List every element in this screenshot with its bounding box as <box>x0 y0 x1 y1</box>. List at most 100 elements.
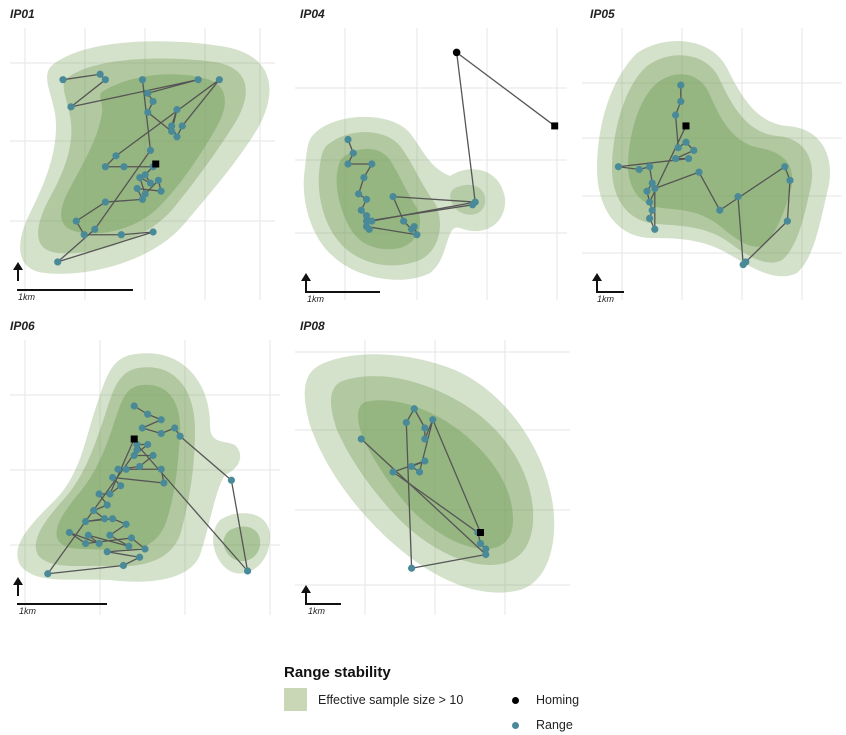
track-segment <box>698 171 721 211</box>
track-segment <box>105 198 143 203</box>
homing-point <box>130 435 138 443</box>
range-point <box>157 465 165 473</box>
range-point <box>54 258 62 266</box>
grid <box>582 28 842 300</box>
range-point <box>168 127 176 135</box>
range-point <box>173 133 181 141</box>
panel-ip04: IP04 1km <box>295 7 567 304</box>
track-segment <box>360 438 487 555</box>
range-point <box>677 97 685 106</box>
scale-label: 1km <box>307 294 325 304</box>
track-segment <box>392 471 479 534</box>
track-segment <box>109 438 135 495</box>
homing-points <box>452 48 559 130</box>
range-point <box>739 261 747 269</box>
panel-title: IP01 <box>10 7 35 21</box>
legend-area-label: Effective sample size > 10 <box>318 693 464 707</box>
track-segment <box>85 537 132 545</box>
panel-ip08: IP08 1km <box>295 319 570 616</box>
range-point <box>136 462 144 471</box>
range-point <box>141 171 149 179</box>
range-point <box>349 149 357 157</box>
track-segment <box>179 435 232 481</box>
track-segment <box>181 79 220 127</box>
track-segment <box>786 180 791 222</box>
range-point <box>133 440 141 449</box>
scale-label: 1km <box>18 292 36 302</box>
range-point <box>138 424 146 432</box>
range-point <box>144 89 152 97</box>
track-segment <box>70 79 106 108</box>
range-point <box>101 163 109 171</box>
range-point <box>400 217 408 225</box>
range-point <box>149 451 157 460</box>
track-segment <box>57 231 154 263</box>
track-segment <box>109 534 130 547</box>
range-point <box>468 201 477 209</box>
range-point <box>344 135 352 144</box>
range-point <box>138 195 147 203</box>
stability-area <box>597 41 831 277</box>
homing-points <box>152 160 160 168</box>
range-point <box>402 418 410 427</box>
range-point <box>421 435 429 443</box>
range-points <box>357 405 490 572</box>
north-arrow-icon <box>13 577 23 596</box>
range-point <box>109 473 117 482</box>
range-point <box>117 482 125 490</box>
range-point <box>178 122 186 130</box>
track-segment <box>745 220 788 263</box>
track-segment <box>121 231 154 236</box>
panel-title: IP08 <box>300 319 325 333</box>
panel-ip01: IP01 1km <box>10 7 275 302</box>
homing-point <box>452 48 461 57</box>
range-point <box>734 193 742 201</box>
range-point <box>690 146 698 154</box>
range-points <box>614 81 794 269</box>
range-point <box>672 111 680 119</box>
range-point <box>362 217 371 225</box>
range-point <box>95 539 103 548</box>
grid <box>295 340 570 615</box>
track-segment <box>107 551 140 558</box>
track-segment <box>85 518 113 523</box>
range-point <box>146 179 155 187</box>
north-arrow-icon <box>13 262 23 281</box>
track-segment <box>393 195 476 203</box>
range-point <box>176 432 184 440</box>
track-segment <box>137 187 162 192</box>
range-point <box>112 152 120 160</box>
range-point <box>389 468 397 476</box>
grid <box>295 28 567 300</box>
range-point <box>413 231 421 239</box>
range-point <box>141 190 149 198</box>
track-segment <box>456 51 556 127</box>
range-point <box>614 163 622 171</box>
range-point <box>44 570 52 578</box>
range-point <box>357 206 365 214</box>
range-point <box>643 187 651 195</box>
range-point <box>476 539 485 548</box>
track-segment <box>147 79 199 94</box>
track-segment <box>432 419 482 533</box>
north-arrow-icon <box>592 273 602 291</box>
scale-label: 1km <box>19 606 37 616</box>
range-point <box>244 567 252 575</box>
track-segment <box>47 564 124 575</box>
range-point <box>109 515 117 523</box>
range-point <box>103 501 111 509</box>
grid <box>10 28 275 300</box>
range-point <box>171 424 179 432</box>
legend-homing-dot <box>512 697 519 704</box>
range-point <box>783 217 791 225</box>
panel-title: IP06 <box>10 319 35 333</box>
track-segment <box>62 73 101 81</box>
track-segment <box>366 225 418 236</box>
range-point <box>84 531 92 539</box>
track-segment <box>147 111 173 132</box>
range-point <box>154 176 162 184</box>
range-point <box>72 217 80 225</box>
range-point <box>368 217 376 225</box>
range-point <box>716 206 724 214</box>
track-segment <box>69 531 100 545</box>
